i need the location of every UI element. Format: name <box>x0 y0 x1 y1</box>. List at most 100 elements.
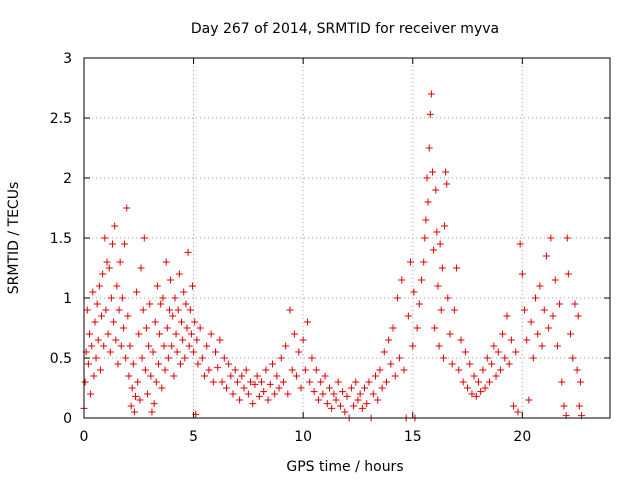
data-point <box>104 330 112 338</box>
data-point <box>341 408 349 416</box>
data-point <box>301 366 309 374</box>
data-point <box>547 234 555 242</box>
y-tick-label: 2.5 <box>50 111 72 127</box>
x-tick-label: 20 <box>513 429 531 445</box>
data-point <box>459 378 467 386</box>
data-point <box>444 294 452 302</box>
y-tick-label: 3 <box>63 51 72 67</box>
data-point <box>293 372 301 380</box>
chart-title: Day 267 of 2014, SRMTID for receiver myv… <box>191 21 499 37</box>
data-point <box>147 372 155 380</box>
data-point <box>545 324 553 332</box>
data-point <box>101 234 109 242</box>
data-point <box>171 294 179 302</box>
data-point <box>258 378 266 386</box>
data-point <box>198 354 206 362</box>
data-point <box>144 390 152 398</box>
data-point <box>306 378 314 386</box>
data-point <box>176 360 184 368</box>
data-point <box>181 354 189 362</box>
data-point <box>380 348 388 356</box>
data-point <box>569 354 577 362</box>
data-point <box>536 282 544 290</box>
data-point <box>180 288 188 296</box>
data-point <box>450 306 458 314</box>
data-point <box>415 300 423 308</box>
data-point <box>286 306 294 314</box>
data-point <box>343 392 351 400</box>
data-point <box>404 312 412 320</box>
data-point <box>145 342 153 350</box>
data-point <box>112 336 120 344</box>
data-point <box>542 252 550 260</box>
data-point <box>518 270 526 278</box>
data-point <box>496 366 504 374</box>
data-point <box>205 366 213 374</box>
data-point <box>124 312 132 320</box>
data-point <box>115 306 123 314</box>
data-point <box>87 390 95 398</box>
data-point <box>446 330 454 338</box>
data-point <box>127 402 135 410</box>
data-point <box>376 366 384 374</box>
data-point <box>438 264 446 272</box>
data-point <box>492 372 500 380</box>
data-point <box>207 330 215 338</box>
data-point <box>156 330 164 338</box>
data-point <box>505 360 513 368</box>
x-tick-label: 0 <box>80 429 89 445</box>
data-point <box>187 330 195 338</box>
data-point <box>133 288 141 296</box>
data-point <box>137 264 145 272</box>
x-axis-label: GPS time / hours <box>286 459 403 475</box>
data-point <box>152 378 160 386</box>
data-point <box>178 318 186 326</box>
data-point <box>350 402 358 410</box>
data-point <box>262 366 270 374</box>
x-tick-label: 10 <box>294 429 312 445</box>
data-point <box>159 294 167 302</box>
data-point <box>385 336 393 344</box>
data-point <box>410 288 418 296</box>
data-point <box>190 348 198 356</box>
data-point <box>266 380 274 388</box>
data-point <box>146 300 154 308</box>
data-point <box>193 336 201 344</box>
data-point <box>560 402 568 410</box>
data-point <box>167 276 175 284</box>
data-point <box>396 354 404 362</box>
data-point <box>89 288 97 296</box>
data-point <box>163 324 171 332</box>
data-point <box>288 366 296 374</box>
y-axis-label: SRMTID / TECUs <box>6 182 22 295</box>
data-point <box>113 282 121 290</box>
data-point <box>435 342 443 350</box>
data-point <box>140 234 148 242</box>
data-point <box>139 306 147 314</box>
data-point <box>158 384 166 392</box>
data-point <box>425 144 433 152</box>
data-point <box>409 342 417 350</box>
data-point <box>464 384 472 392</box>
data-point <box>378 384 386 392</box>
data-point <box>428 168 436 176</box>
data-point <box>192 410 200 418</box>
data-point <box>194 360 202 368</box>
data-point <box>188 282 196 290</box>
data-point <box>430 246 438 254</box>
data-point <box>103 258 111 266</box>
data-point <box>203 342 211 350</box>
data-point <box>310 388 318 396</box>
data-point <box>400 366 408 374</box>
data-point <box>191 318 199 326</box>
data-point <box>108 240 116 248</box>
data-point <box>249 400 257 408</box>
data-point <box>490 342 498 350</box>
data-point <box>323 400 331 408</box>
data-point <box>182 300 190 308</box>
data-point <box>170 372 178 380</box>
data-point <box>523 336 531 344</box>
data-point <box>100 342 108 350</box>
data-point <box>196 324 204 332</box>
